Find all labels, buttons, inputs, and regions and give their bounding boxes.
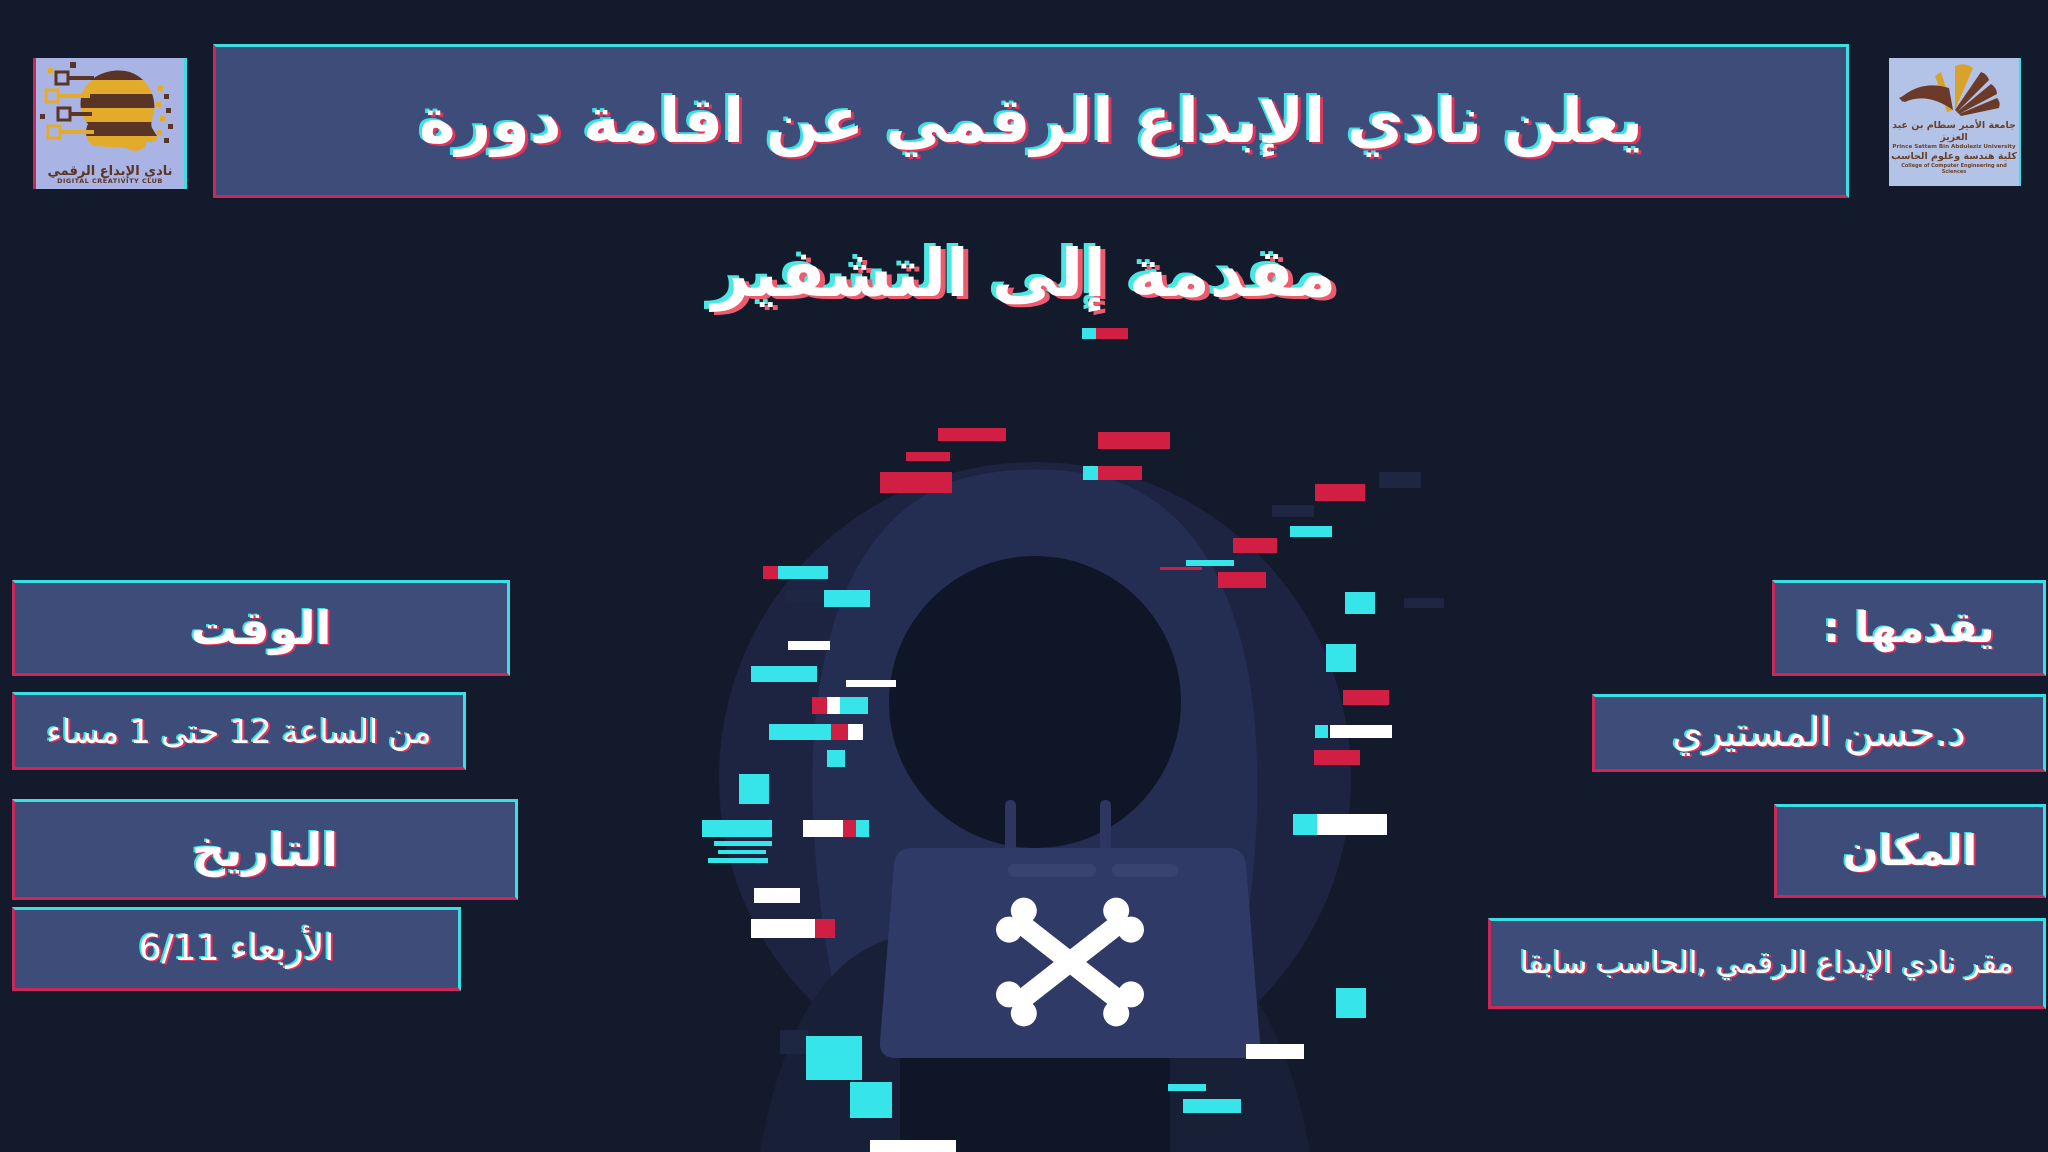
crossbones-icon — [996, 897, 1144, 1027]
university-logo-graphic — [1899, 64, 2000, 116]
announcement-text: يعلن نادي الإبداع الرقمي عن اقامة دورة — [418, 84, 1644, 157]
club-name-english: DIGITAL CREATIVITY CLUB — [57, 177, 163, 186]
glitch-bars — [702, 328, 1444, 1152]
college-name-english: College of Computer Engineering and Scie… — [1901, 162, 2007, 175]
face-shadow — [889, 556, 1181, 848]
club-logo-graphic — [40, 62, 173, 151]
date-value: الأربعاء 6/11 — [12, 907, 461, 991]
location-label: المكان — [1774, 804, 2046, 898]
presenter-label: يقدمها : — [1772, 580, 2046, 676]
location-value: مقر نادي الإبداع الرقمي ,الحاسب سابقا — [1488, 918, 2046, 1009]
club-name-arabic: نادي الإبداع الرقمي — [47, 163, 173, 179]
time-value: من الساعة 12 حتى 1 مساء — [12, 692, 466, 770]
university-name-english: Prince Sattam Bin Abdulaziz University — [1892, 143, 2016, 150]
university-logo: جامعة الأمير سطام بن عبد العزيز Prince S… — [1889, 58, 2019, 186]
college-name-arabic: كلية هندسة وعلوم الحاسب — [1891, 150, 2017, 162]
announcement-banner: يعلن نادي الإبداع الرقمي عن اقامة دورة — [213, 44, 1849, 198]
date-label: التاريخ — [12, 799, 518, 900]
club-logo: نادي الإبداع الرقمي DIGITAL CREATIVITY C… — [36, 58, 184, 189]
course-title: مقدمة إلى التشفير — [711, 235, 1337, 312]
time-label: الوقت — [12, 580, 510, 676]
presenter-value: د.حسن المستيري — [1592, 694, 2046, 772]
university-name-arabic: جامعة الأمير سطام بن عبد العزيز — [1892, 120, 2016, 143]
